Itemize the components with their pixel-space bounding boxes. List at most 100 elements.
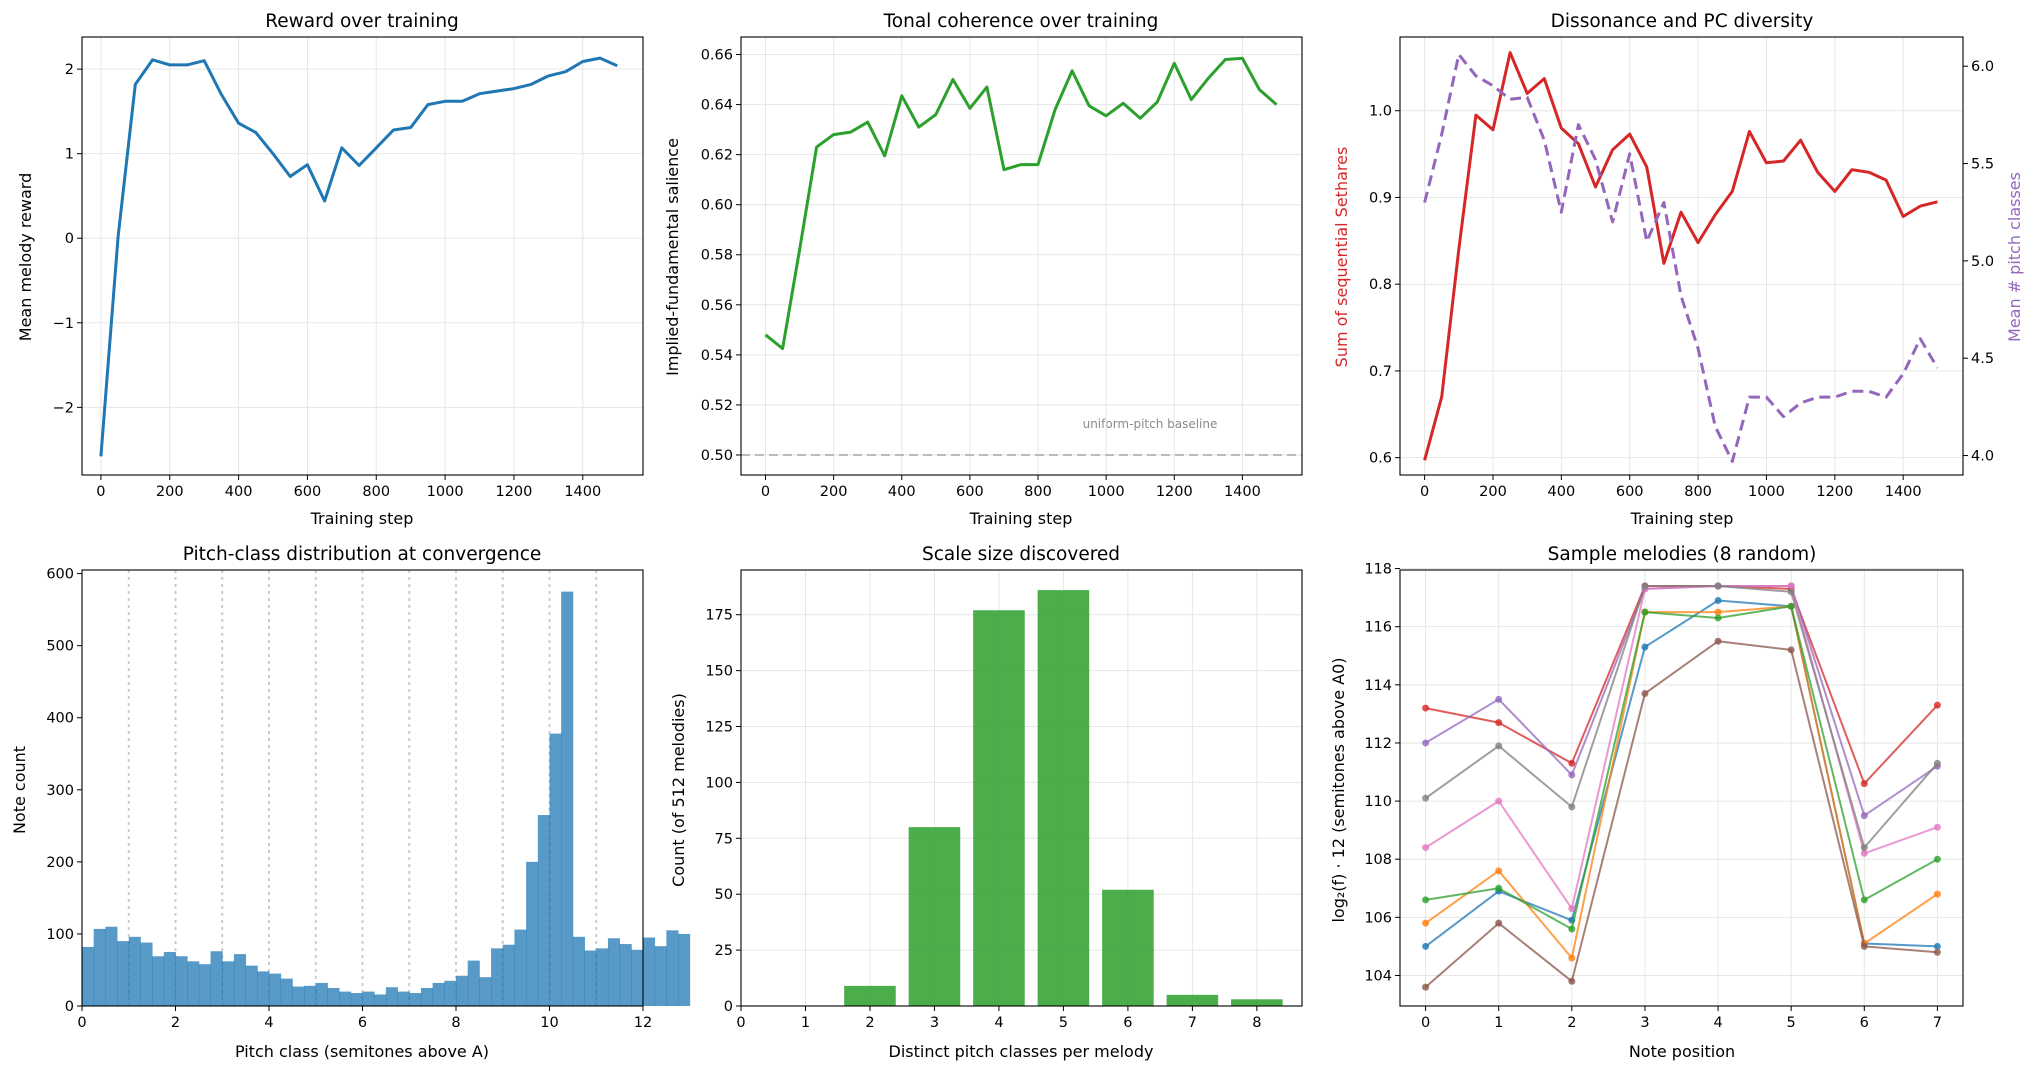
- panel-dissonance: Dissonance and PC diversity Training ste…: [1332, 11, 2024, 528]
- melody-note-point: [1495, 797, 1503, 805]
- histogram-bar: [280, 978, 293, 1006]
- y-tick-label-right: 5.5: [1971, 157, 1994, 173]
- x-tick-label: 6: [1123, 1015, 1132, 1031]
- x-tick-label: 200: [820, 484, 848, 500]
- x-tick-label: 7: [1933, 1015, 1942, 1031]
- y-tick-label: 100: [705, 775, 733, 791]
- x-tick-label: 200: [1479, 484, 1507, 500]
- melody-note-point: [1860, 849, 1868, 857]
- histogram-bar: [140, 942, 153, 1006]
- histogram-bar: [584, 950, 597, 1006]
- melody-note-point: [1714, 614, 1722, 622]
- melody-line: [1424, 640, 1938, 988]
- y-tick-label-right: 5.0: [1971, 254, 1994, 270]
- y-tick-label: 150: [705, 664, 733, 680]
- histogram-bar: [187, 961, 200, 1006]
- histogram-bar: [93, 928, 106, 1006]
- melody-note-point: [1422, 919, 1430, 927]
- melody-note-point: [1860, 812, 1868, 820]
- x-tick-label: 2: [1567, 1015, 1576, 1031]
- histogram-bar: [117, 941, 130, 1006]
- melody-note-point: [1422, 896, 1430, 904]
- y-tick-label: 0.58: [701, 248, 733, 264]
- melody-note-point: [1568, 759, 1576, 767]
- x-tick-label: 4: [1713, 1015, 1722, 1031]
- histogram-bar: [304, 985, 317, 1006]
- melody-note-point: [1422, 704, 1430, 712]
- chart-title: Dissonance and PC diversity: [1551, 11, 1814, 32]
- histogram-bar: [456, 975, 469, 1006]
- histogram-bar: [315, 982, 328, 1006]
- y-tick-label: 0.7: [1369, 364, 1392, 380]
- histogram-bar: [549, 733, 562, 1006]
- histogram-bar: [654, 946, 667, 1006]
- melody-note-point: [1422, 983, 1430, 991]
- histogram-bar: [631, 949, 644, 1006]
- x-tick-label: 8: [451, 1015, 460, 1031]
- axes-frame: [740, 36, 1303, 476]
- x-tick-label: 0: [1420, 484, 1429, 500]
- y-tick-label: 104: [1364, 968, 1392, 984]
- melody-line: [1425, 585, 1939, 849]
- melody-note-point: [1641, 608, 1649, 616]
- x-tick-label: 3: [930, 1015, 939, 1031]
- histogram-bar: [222, 961, 235, 1006]
- x-tick-label: 1000: [1748, 484, 1785, 500]
- y-tick-label: 0.52: [701, 398, 733, 414]
- panel-reward: Reward over training Training step Mean …: [16, 11, 459, 528]
- y-tick-label: 2: [65, 62, 74, 78]
- histogram-bar: [479, 977, 492, 1006]
- y-tick-label: 125: [705, 720, 733, 736]
- melody-note-point: [1860, 844, 1868, 852]
- histogram-bar: [374, 994, 387, 1006]
- x-tick-label: 1400: [1885, 484, 1922, 500]
- melody-line: [1425, 585, 1938, 817]
- y-axis-label: log₂(f) · 12 (semitones above A0): [1329, 657, 1348, 922]
- melody-note-point: [1933, 701, 1941, 709]
- y-tick-label: 0: [724, 999, 733, 1015]
- x-tick-label: 200: [156, 484, 184, 500]
- melody-note-point: [1933, 855, 1941, 863]
- axes-frame: [81, 36, 644, 476]
- x-tick-label: 5: [1787, 1015, 1796, 1031]
- x-tick-label: 3: [1640, 1015, 1649, 1031]
- panel-tonal: Tonal coherence over training Training s…: [663, 11, 1217, 528]
- x-tick-label: 800: [362, 484, 390, 500]
- axes-frame: [1399, 36, 1964, 476]
- x-tick-label: 4: [994, 1015, 1003, 1031]
- y-tick-label: 0.62: [701, 148, 733, 164]
- histogram-bar: [432, 982, 445, 1006]
- x-tick-label: 600: [1616, 484, 1644, 500]
- y-tick-label: 100: [46, 927, 74, 943]
- reward-line: [99, 56, 618, 457]
- panel-pitchclass: Pitch-class distribution at convergence …: [10, 544, 541, 1061]
- y-tick-label: 75: [715, 831, 733, 847]
- histogram-bar: [152, 956, 165, 1006]
- x-tick-label: 1400: [1224, 484, 1261, 500]
- melody-note-point: [1568, 905, 1576, 913]
- salience-line: [764, 56, 1278, 351]
- y-tick-label: 1: [65, 147, 74, 163]
- melody-note-point: [1495, 695, 1503, 703]
- histogram-bar: [467, 960, 480, 1006]
- y-tick-label: 175: [705, 608, 733, 624]
- panel-scalesize: Scale size discovered Distinct pitch cla…: [669, 544, 1153, 1061]
- melody-note-point: [1568, 925, 1576, 933]
- y-tick-label: 0: [65, 231, 74, 247]
- x-tick-label: 6: [1860, 1015, 1869, 1031]
- y-axis-label-left: Sum of sequential Sethares: [1332, 147, 1351, 368]
- histogram-bar: [163, 951, 176, 1006]
- histogram-bar: [526, 861, 539, 1006]
- x-tick-label: 8: [1252, 1015, 1261, 1031]
- y-tick-label: 0: [65, 999, 74, 1015]
- chart-title: Reward over training: [265, 11, 459, 32]
- axes-frame: [81, 569, 644, 1007]
- y-tick-label: 50: [715, 887, 733, 903]
- melody-note-point: [1860, 942, 1868, 950]
- y-tick-label: 0.54: [701, 348, 733, 364]
- x-axis-label: Pitch class (semitones above A): [235, 1042, 489, 1061]
- scale-size-bar: [1102, 889, 1154, 1006]
- histogram-bar: [339, 991, 352, 1006]
- y-tick-label: 114: [1364, 678, 1392, 694]
